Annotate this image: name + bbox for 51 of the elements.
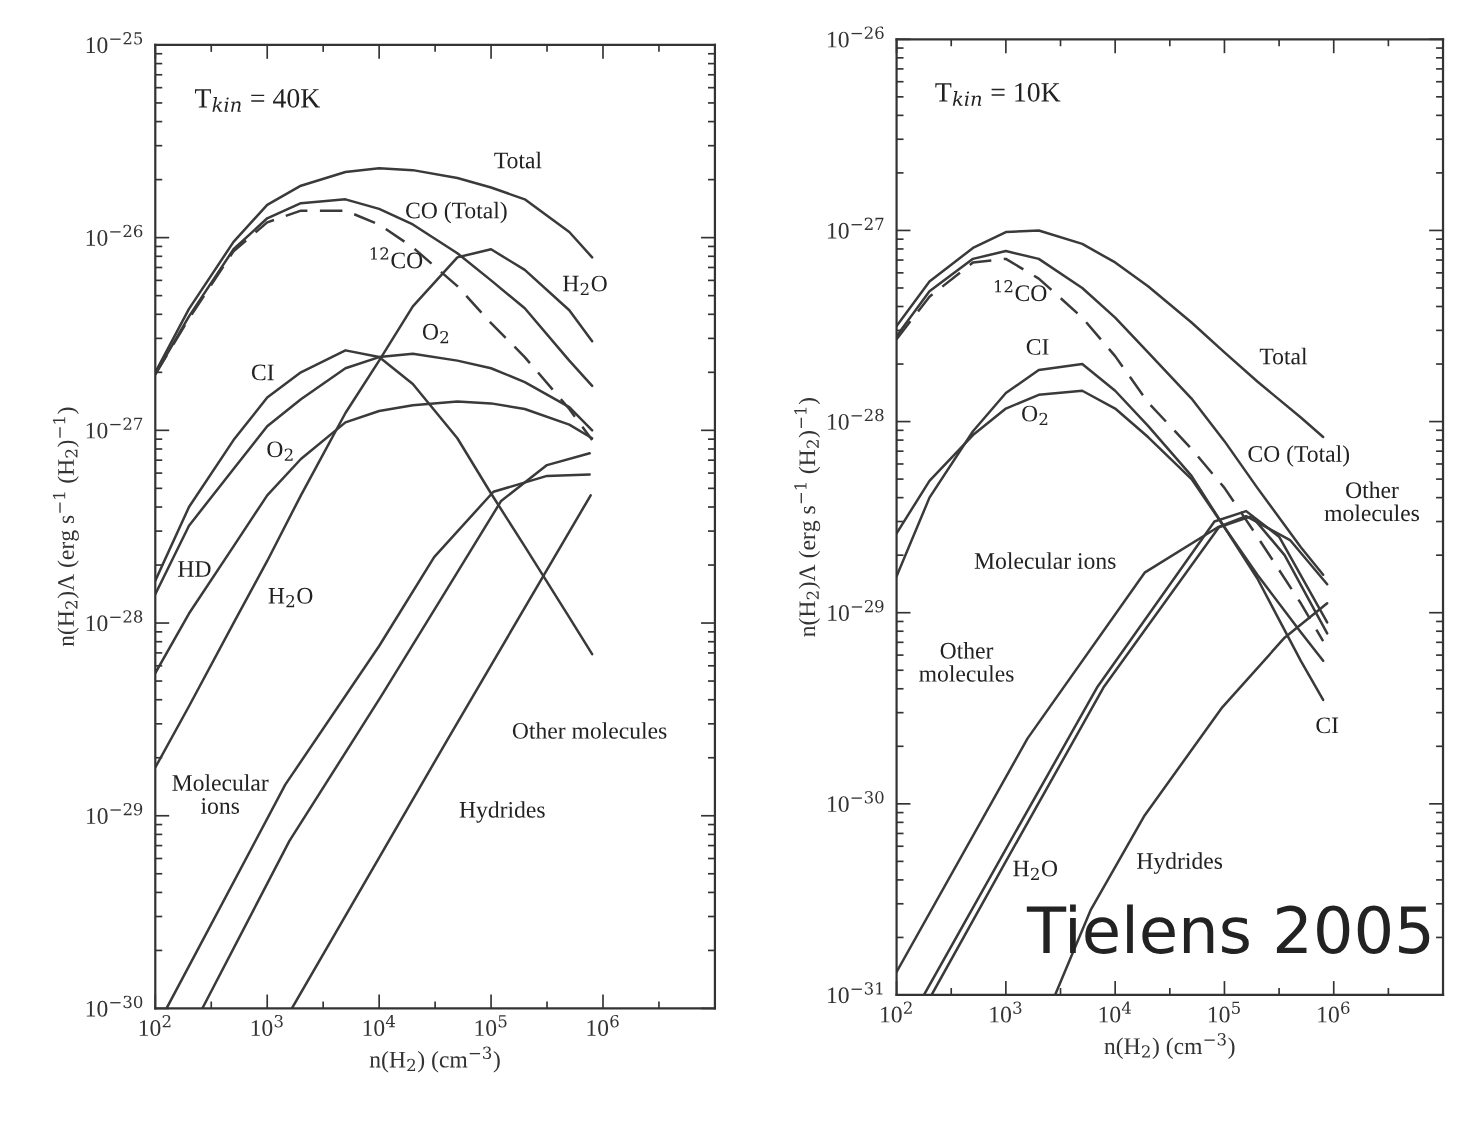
x-tick-label: 10$^{3}$ [251,1014,283,1037]
x-tick-label: 10$^{5}$ [475,1015,507,1037]
annotation: O$_{2}$ [1022,405,1048,426]
annotation: T$_{kin}$ = 10K [935,82,1061,106]
annotation: Other molecules [1324,481,1419,522]
annotation: CO (Total) [406,201,507,224]
x-tick-label: 10$^{5}$ [1208,1001,1240,1023]
y-tick-label: 10$^{−28}$ [86,610,143,632]
annotation: H$_{2}$O [268,587,313,608]
x-axis-title: n(H$_{2}$) (cm$^{−3}$) [1104,1033,1235,1059]
x-axis-title: n(H$_{2}$) (cm$^{−3}$) [369,1046,500,1073]
x-tick-label: 10$^{2}$ [139,1014,171,1037]
y-tick-label: 10$^{−27}$ [86,417,143,439]
annotation: Total [1259,347,1308,365]
annotation: CO (Total) [1248,445,1350,467]
annotation: CI [251,364,274,381]
annotation: Other molecules [512,722,667,739]
annotation: $^{12}$CO [370,247,423,269]
annotation: Molecular ions [974,552,1116,569]
x-tick-label: 10$^{6}$ [587,1014,619,1037]
annotation: CI [1316,717,1339,734]
x-tick-label: 10$^{3}$ [990,1001,1022,1023]
x-tick-label: 10$^{2}$ [881,1001,912,1023]
text: n(H$_{2}$)Λ (erg s$^{−1}$ (H$_{2}$)$^{−1}$) [52,407,79,647]
y-tick-label: 10$^{−29}$ [86,802,143,824]
annotation: T$_{kin}$ = 40K [194,88,321,112]
y-tick-label: 10$^{−30}$ [86,995,143,1017]
annotation: O$_{2}$ [422,323,449,344]
y-tick-label: 10$^{−27}$ [828,217,884,239]
y-tick-label: 10$^{−31}$ [828,982,883,1004]
annotation: CI [1026,338,1049,355]
annotation: Hydrides [1137,852,1223,874]
annotation: Hydrides [459,801,545,823]
annotation: H$_{2}$O [1013,860,1058,880]
annotation: HD [178,561,211,577]
y-tick-label: 10$^{−26}$ [86,224,143,246]
annotation: $^{12}$CO [994,280,1047,302]
annotation: Other molecules [919,642,1014,682]
y-tick-label: 10$^{−29}$ [828,599,884,621]
y-tick-label: 10$^{−28}$ [828,408,884,430]
annotation: H$_{2}$O [562,275,607,295]
annotation: O$_{2}$ [267,441,293,461]
x-tick-label: 10$^{4}$ [363,1014,396,1037]
text: n(H$_{2}$)Λ (erg s$^{−1}$ (H$_{2}$)$^{−1}$) [794,398,821,637]
x-tick-label: 10$^{4}$ [1099,1001,1132,1023]
annotation: Molecular ions [172,774,269,814]
annotation: Total [494,151,542,169]
y-tick-label: 10$^{−25}$ [86,32,143,54]
y-tick-label: 10$^{−30}$ [828,791,884,813]
x-tick-label: 10$^{6}$ [1318,1001,1350,1023]
y-tick-label: 10$^{−26}$ [828,26,884,48]
